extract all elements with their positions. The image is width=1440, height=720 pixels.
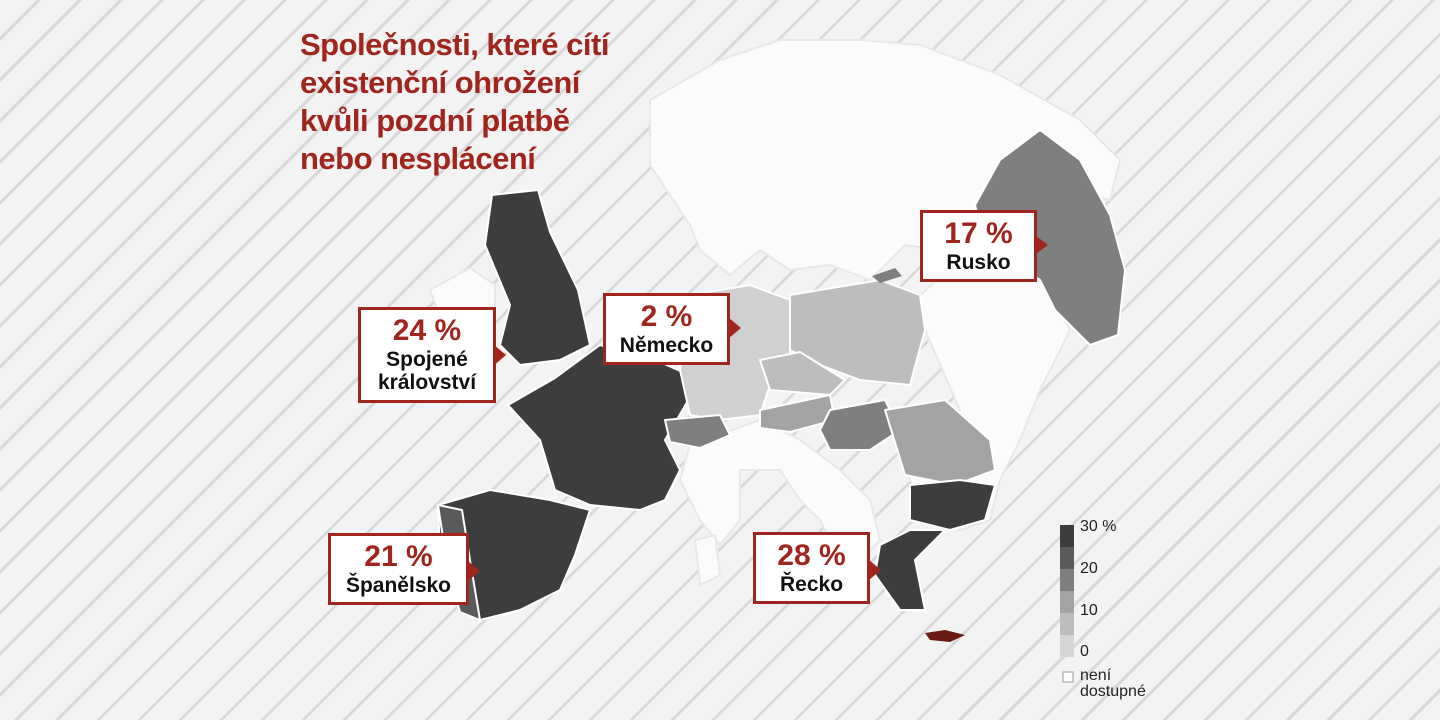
legend-swatch-15 — [1060, 591, 1074, 613]
germany-value: 2 % — [640, 300, 693, 333]
callout-greece: 28 % Řecko — [753, 532, 870, 604]
legend-swatch-30 — [1060, 525, 1074, 547]
uk-value: 24 % — [392, 314, 462, 347]
legend-swatch-20 — [1060, 569, 1074, 591]
spain-callout-pointer — [468, 561, 480, 581]
legend-swatch-25 — [1060, 547, 1074, 569]
uk-callout-pointer — [494, 345, 506, 365]
legend-swatch-na — [1062, 671, 1074, 683]
country-czechia — [759, 351, 846, 396]
title-line-3: kvůli pozdní platbě — [300, 103, 570, 138]
callout-germany: 2 % Německo — [603, 293, 730, 365]
germany-callout-pointer — [729, 318, 741, 338]
russia-value: 17 % — [944, 217, 1013, 250]
country-uk — [484, 189, 591, 366]
legend-label-30: 30 % — [1080, 518, 1117, 535]
title-line-4: nebo nesplácení — [300, 141, 536, 176]
callout-spain: 21 % Španělsko — [328, 533, 469, 605]
legend-label-0: 0 — [1080, 643, 1089, 660]
russia-callout-pointer — [1036, 236, 1048, 254]
sardinia-region — [694, 534, 721, 586]
country-bulgaria — [909, 479, 996, 531]
legend-label-10: 10 — [1080, 602, 1098, 619]
callout-russia: 17 % Rusko — [920, 210, 1037, 282]
legend-swatch-10 — [1060, 613, 1074, 635]
country-crete — [925, 630, 965, 642]
legend-label-20: 20 — [1080, 560, 1098, 577]
greece-callout-pointer — [869, 560, 881, 580]
legend-scale — [1060, 525, 1074, 683]
callout-uk: 24 % Spojené království — [358, 307, 496, 403]
title-line-2: existenční ohrožení — [300, 65, 580, 100]
spain-name: Španělsko — [345, 574, 452, 597]
country-hungary — [819, 399, 901, 451]
uk-name-line-1: Spojené — [386, 348, 468, 371]
legend-na-line-2: dostupné — [1080, 683, 1146, 700]
title-line-1: Společnosti, které cítí — [300, 27, 609, 62]
legend-swatch-5 — [1060, 635, 1074, 657]
map-title: Společnosti, které cítí existenční ohrož… — [300, 26, 720, 178]
country-france — [507, 344, 701, 511]
country-austria — [759, 394, 836, 433]
greece-name: Řecko — [779, 573, 844, 596]
legend-na-line-1: není — [1080, 667, 1112, 684]
greece-value: 28 % — [777, 539, 846, 572]
uk-name-line-2: království — [377, 371, 477, 394]
country-greece — [874, 529, 946, 611]
country-switzerland — [664, 414, 731, 449]
spain-value: 21 % — [364, 540, 433, 573]
country-romania — [884, 399, 996, 486]
germany-name: Německo — [619, 334, 714, 357]
baltic-label-pin — [872, 268, 902, 283]
russia-name: Rusko — [946, 251, 1011, 274]
legend-label-na: není dostupné — [1080, 668, 1146, 700]
